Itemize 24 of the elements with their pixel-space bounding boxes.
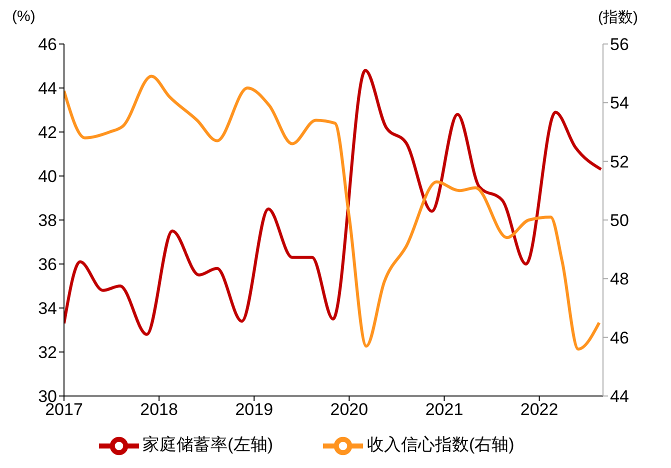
y-tick-label: 44 bbox=[38, 79, 57, 98]
y2-tick-label: 52 bbox=[610, 152, 629, 172]
y-tick-label: 40 bbox=[38, 167, 57, 186]
y-tick-label: 36 bbox=[38, 255, 57, 274]
y-tick-label: 42 bbox=[38, 123, 57, 142]
x-tick-label: 2020 bbox=[330, 400, 368, 420]
y2-tick-label: 56 bbox=[610, 35, 629, 54]
y-tick-label: 34 bbox=[38, 299, 57, 318]
x-tick-label: 2021 bbox=[425, 400, 464, 420]
y-tick-label: 46 bbox=[38, 35, 57, 54]
y2-tick-label: 46 bbox=[610, 328, 629, 348]
y2-tick-label: 54 bbox=[610, 94, 629, 113]
y-axis-title: (%) bbox=[12, 8, 36, 25]
x-tick-label: 2018 bbox=[140, 400, 178, 420]
y2-axis-title: (指数) bbox=[598, 8, 638, 27]
x-tick-label: 2019 bbox=[235, 400, 274, 420]
y-tick-label: 38 bbox=[38, 211, 57, 230]
legend-label: 收入信心指数(右轴) bbox=[367, 435, 514, 454]
y-tick-label: 32 bbox=[38, 343, 57, 362]
y2-tick-label: 48 bbox=[610, 270, 629, 289]
y2-tick-label: 44 bbox=[610, 387, 629, 406]
x-tick-label: 2022 bbox=[520, 400, 558, 420]
y2-tick-label: 50 bbox=[610, 211, 629, 230]
legend-label: 家庭储蓄率(左轴) bbox=[142, 435, 273, 454]
